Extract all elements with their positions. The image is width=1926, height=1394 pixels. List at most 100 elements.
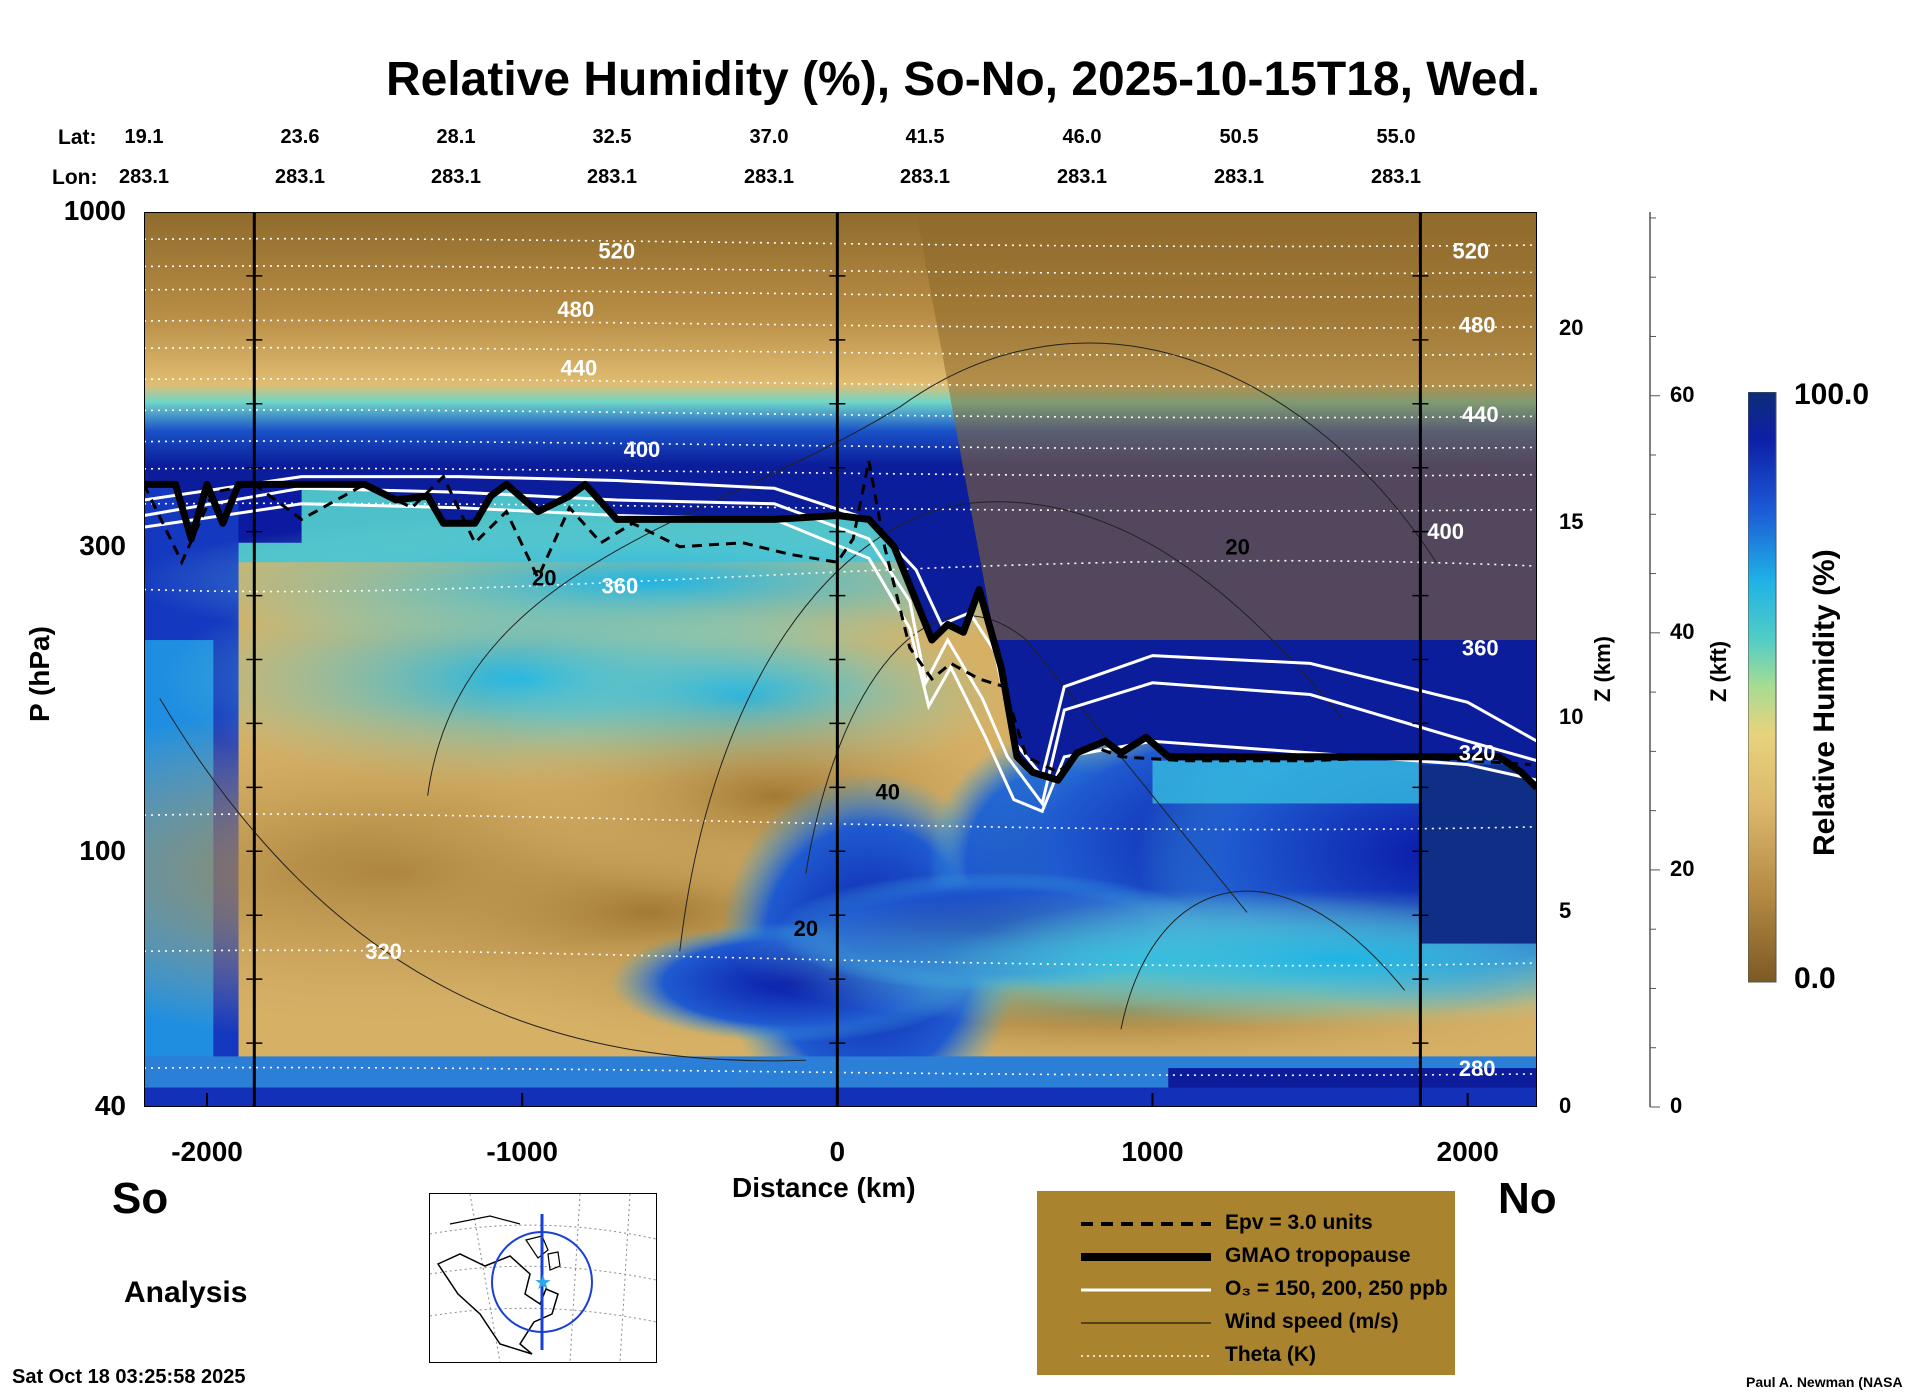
theta-contour bbox=[144, 440, 1537, 450]
theta-label: 520 bbox=[598, 239, 635, 264]
x-tick-label: 0 bbox=[829, 1136, 846, 1167]
wind-speed-contour bbox=[427, 342, 1437, 796]
theta-contour bbox=[144, 346, 1537, 357]
legend-label: GMAO tropopause bbox=[1225, 1244, 1411, 1267]
theta-label: 400 bbox=[1427, 519, 1464, 544]
credit: Paul A. Newman (NASA bbox=[1746, 1374, 1903, 1390]
theta-contour bbox=[144, 559, 1537, 593]
legend-swatch bbox=[1081, 1322, 1211, 1324]
lon-value: 283.1 bbox=[1213, 166, 1265, 188]
theta-contour bbox=[144, 467, 1537, 477]
lat-value: 55.0 bbox=[1376, 126, 1416, 148]
legend-label: Theta (K) bbox=[1225, 1343, 1316, 1366]
lon-value: 283.1 bbox=[118, 166, 170, 188]
x-tick-label: -1000 bbox=[486, 1136, 558, 1167]
y-tick-label: 40 bbox=[94, 1090, 126, 1121]
z-kft-tick-label: 0 bbox=[1670, 1093, 1683, 1118]
north-america-map: ★ bbox=[429, 1193, 657, 1363]
colorbar-title: Relative Humidity (%) bbox=[1808, 549, 1841, 856]
y-axis-title: P (hPa) bbox=[24, 626, 55, 722]
z-km-tick-label: 15 bbox=[1559, 509, 1584, 535]
theta-label: 400 bbox=[624, 437, 661, 462]
lon-value: 283.1 bbox=[1056, 166, 1108, 188]
contour-lines: 520 480 440 400 360 320 520 480 440 400 360 320 280 2… bbox=[144, 212, 1537, 1107]
wind-speed-contour bbox=[1120, 890, 1406, 1030]
z-km-tick-label: 0 bbox=[1559, 1093, 1572, 1118]
legend-item: Theta (K) bbox=[1037, 1341, 1455, 1371]
legend-item: GMAO tropopause bbox=[1037, 1242, 1455, 1272]
y-tick-label: 100 bbox=[79, 835, 126, 867]
lon-value: 283.1 bbox=[430, 166, 482, 188]
theta-label: 480 bbox=[1459, 313, 1496, 338]
legend-item: Epv = 3.0 units bbox=[1037, 1209, 1455, 1239]
z-kft-title: Z (kft) bbox=[1706, 640, 1731, 702]
lat-value: 46.0 bbox=[1062, 126, 1102, 148]
theta-label: 280 bbox=[1459, 1056, 1496, 1081]
z-kft-tick-label: 20 bbox=[1670, 855, 1695, 881]
z-km-tick-label: 5 bbox=[1559, 898, 1572, 924]
theta-label: 520 bbox=[1452, 239, 1489, 264]
wind-speed-contour bbox=[805, 615, 1248, 913]
lat-value: 37.0 bbox=[749, 126, 789, 148]
theta-contour bbox=[144, 813, 1537, 831]
humidity-field bbox=[144, 212, 1537, 1107]
z-kft-tick-label: 60 bbox=[1670, 381, 1695, 407]
theta-contour bbox=[144, 1066, 1537, 1077]
colorbar-min: 0.0 bbox=[1794, 962, 1836, 995]
legend-swatch bbox=[1081, 1253, 1211, 1261]
x-axis-title: Distance (km) bbox=[732, 1172, 916, 1203]
lon-value: 283.1 bbox=[1370, 166, 1422, 188]
lat-label: Lat: bbox=[58, 126, 97, 149]
lon-value: 283.1 bbox=[274, 166, 326, 188]
wind-speed-contour bbox=[159, 698, 806, 1062]
relative-humidity-cross-section: 520 480 440 400 360 320 520 480 440 400 360 320 280 2… bbox=[144, 212, 1537, 1107]
timestamp: Sat Oct 18 03:25:58 2025 bbox=[12, 1366, 246, 1388]
lat-value: 23.6 bbox=[280, 126, 320, 148]
theta-contour bbox=[144, 377, 1537, 388]
legend-swatch bbox=[1081, 1355, 1211, 1357]
theta-label: 440 bbox=[1462, 402, 1499, 427]
wind-speed-contour bbox=[679, 501, 1342, 952]
lon-value: 283.1 bbox=[743, 166, 795, 188]
chart-title: Relative Humidity (%), So-No, 2025-10-15… bbox=[385, 53, 1541, 106]
inset-map: ★ bbox=[429, 1193, 657, 1363]
north-label: No bbox=[1498, 1174, 1557, 1223]
tropopause-line bbox=[144, 480, 1537, 791]
axis-ticks bbox=[206, 1093, 1469, 1107]
theta-contour bbox=[144, 288, 1537, 298]
theta-label: 320 bbox=[365, 939, 402, 964]
x-tick-label: -2000 bbox=[171, 1136, 243, 1167]
theta-label: 320 bbox=[1459, 741, 1496, 766]
z-km-tick-label: 10 bbox=[1559, 703, 1584, 729]
ozone-contour bbox=[144, 502, 1537, 814]
legend-swatch bbox=[1081, 1222, 1211, 1226]
lon-value: 283.1 bbox=[899, 166, 951, 188]
colorbar bbox=[1748, 392, 1777, 983]
legend-item: Wind speed (m/s) bbox=[1037, 1308, 1455, 1338]
svg-text:★: ★ bbox=[534, 1270, 552, 1294]
y-tick-label: 1000 bbox=[63, 195, 126, 226]
wind-label: 20 bbox=[532, 566, 556, 591]
lat-value: 19.1 bbox=[124, 126, 164, 148]
theta-label: 360 bbox=[602, 573, 639, 598]
z-km-title: Z (km) bbox=[1590, 636, 1615, 702]
theta-contour bbox=[144, 949, 1537, 967]
legend-label: Wind speed (m/s) bbox=[1225, 1310, 1399, 1333]
theta-label: 360 bbox=[1462, 636, 1499, 661]
wind-label: 20 bbox=[1225, 534, 1249, 559]
lat-value: 32.5 bbox=[592, 126, 632, 148]
legend-label: O₃ = 150, 200, 250 ppb bbox=[1225, 1277, 1448, 1300]
theta-contour bbox=[144, 237, 1537, 248]
x-tick-label: 2000 bbox=[1436, 1136, 1499, 1167]
lon-value: 283.1 bbox=[586, 166, 638, 188]
lon-label: Lon: bbox=[52, 166, 98, 189]
wind-label: 20 bbox=[794, 916, 818, 941]
lat-value: 50.5 bbox=[1219, 126, 1259, 148]
x-tick-label: 1000 bbox=[1121, 1136, 1184, 1167]
legend-label: Epv = 3.0 units bbox=[1225, 1211, 1373, 1234]
theta-label: 480 bbox=[557, 297, 594, 322]
y-tick-label: 300 bbox=[79, 529, 126, 561]
wind-label: 40 bbox=[876, 780, 900, 805]
legend-swatch bbox=[1081, 1288, 1211, 1292]
z-kft-axis-line bbox=[1649, 212, 1660, 1108]
